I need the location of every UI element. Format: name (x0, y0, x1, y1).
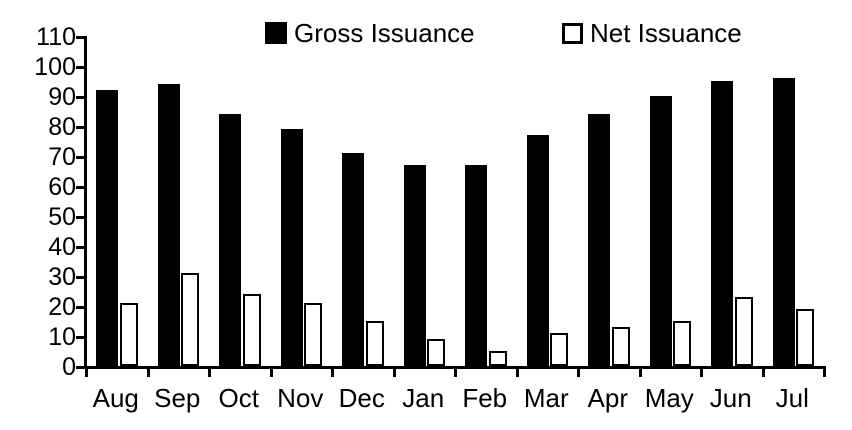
x-axis-month-label: Mar (523, 383, 569, 413)
x-axis-month-label: Nov (277, 383, 324, 413)
y-axis-tick (76, 216, 84, 219)
x-axis-tick (146, 366, 150, 377)
y-axis-tick (76, 276, 84, 279)
net-issuance-bar (550, 333, 568, 366)
net-issuance-bar (488, 351, 507, 366)
x-axis-month-label: Jun (709, 383, 752, 413)
gross-issuance-bar (342, 153, 364, 366)
x-axis-tick (85, 366, 88, 377)
y-axis-tick (76, 186, 84, 189)
x-axis-month-label: May (644, 383, 694, 413)
y-axis-tick (76, 366, 84, 369)
y-axis-tick-label: 40 (48, 233, 76, 261)
y-axis-tick-label: 110 (36, 23, 76, 51)
y-axis-tick-label: 50 (48, 203, 76, 231)
gross-issuance-bar (157, 84, 180, 366)
x-axis-line (84, 366, 823, 369)
gross-issuance-bar (465, 165, 487, 366)
y-axis-tick-label: 0 (62, 353, 76, 381)
x-axis-month-label: Dec (338, 383, 385, 413)
net-issuance-bar (181, 273, 199, 366)
y-axis-tick (76, 36, 84, 39)
x-axis-month-label: Jul (775, 383, 809, 413)
x-axis-month-label: Oct (218, 383, 259, 413)
y-axis-tick-label: 30 (48, 263, 76, 291)
gross-issuance-bar (772, 78, 795, 366)
gross-issuance-bar (219, 114, 241, 366)
x-axis-tick (700, 366, 703, 377)
x-axis-tick (823, 366, 826, 377)
gross-issuance-bar (280, 129, 303, 366)
net-issuance-bar (611, 327, 630, 366)
legend-item-gross-issuance: Gross Issuance (265, 17, 475, 49)
net-issuance-bar (304, 303, 322, 366)
y-axis-tick (76, 66, 84, 69)
x-axis-month-label: Jan (402, 383, 445, 413)
gross-issuance-bar (403, 165, 426, 366)
x-axis-tick (515, 366, 519, 377)
gross-issuance-bar (649, 96, 672, 366)
x-axis-tick (269, 366, 273, 377)
gross-issuance-bar (711, 81, 733, 366)
net-issuance-bar (242, 294, 261, 366)
filled-square-icon (265, 22, 287, 44)
x-axis-month-label: Aug (92, 383, 139, 413)
legend-label-net-issuance: Net Issuance (590, 18, 742, 48)
y-axis-tick (76, 336, 84, 339)
x-axis-tick (331, 366, 334, 377)
y-axis-tick-label: 60 (48, 173, 76, 201)
x-axis-tick (761, 366, 765, 377)
net-issuance-bar (734, 297, 753, 366)
y-axis-line (84, 36, 87, 369)
y-axis-tick-label: 70 (48, 143, 76, 171)
legend-item-net-issuance: Net Issuance (562, 17, 742, 49)
net-issuance-bar (427, 339, 445, 366)
y-axis-tick (76, 246, 84, 249)
x-axis-tick (392, 366, 396, 377)
x-axis-tick (208, 366, 211, 377)
y-axis-tick-label: 90 (48, 83, 76, 111)
legend-label-gross-issuance: Gross Issuance (294, 18, 475, 48)
x-axis-month-label: Apr (587, 383, 628, 413)
gross-issuance-bar (526, 135, 549, 366)
open-square-icon (562, 22, 583, 44)
gross-issuance-bar (96, 90, 118, 366)
y-axis-tick (76, 306, 84, 309)
y-axis-tick (76, 156, 84, 159)
x-axis-tick (638, 366, 642, 377)
net-issuance-bar (119, 303, 138, 366)
x-axis-tick (454, 366, 457, 377)
y-axis-tick-label: 100 (34, 53, 76, 81)
x-axis-tick (577, 366, 580, 377)
net-issuance-bar (673, 321, 691, 366)
net-issuance-bar (796, 309, 814, 366)
gross-issuance-bar (588, 114, 610, 366)
y-axis-tick-label: 20 (48, 293, 76, 321)
x-axis-month-label: Feb (462, 383, 508, 413)
y-axis-tick-label: 80 (48, 113, 76, 141)
y-axis-tick (76, 96, 84, 99)
net-issuance-bar (365, 321, 384, 366)
y-axis-tick-label: 10 (48, 323, 76, 351)
x-axis-month-label: Sep (154, 383, 201, 413)
y-axis-tick (76, 126, 84, 129)
